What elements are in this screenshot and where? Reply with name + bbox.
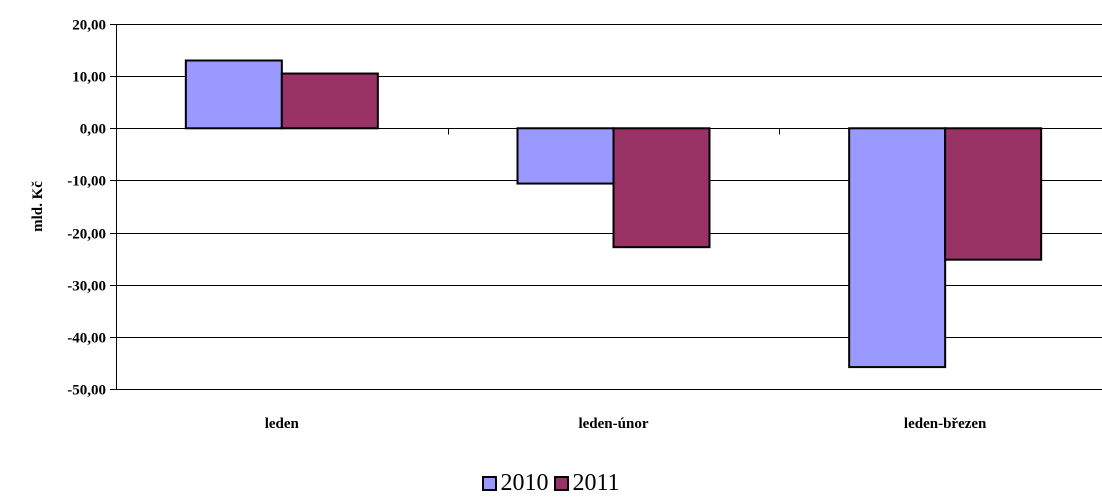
legend-label: 2011: [572, 470, 620, 496]
x-axis-ticks: [448, 128, 780, 135]
legend-swatch: [554, 475, 570, 491]
bar-2010-0: [184, 59, 283, 130]
bars: [184, 59, 1043, 369]
legend-item-2010: 2010: [482, 470, 548, 496]
category-label: leden-únor: [578, 416, 648, 432]
y-tick-label: 0,00: [80, 122, 106, 138]
bar-2010-1: [516, 127, 615, 185]
y-tick-label: 10,00: [72, 70, 106, 86]
y-tick-label: -50,00: [67, 383, 106, 399]
category-label: leden: [265, 416, 300, 432]
y-axis-ticks: [110, 24, 116, 390]
bar-2011-2: [944, 127, 1043, 261]
legend-swatch: [482, 475, 498, 491]
y-tick-label: -30,00: [67, 279, 106, 295]
legend-label: 2010: [500, 470, 549, 496]
y-tick-label: -10,00: [67, 174, 106, 190]
y-axis-labels: 20,00 10,00 0,00 -10,00 -20,00 -30,00 -40,00 -5…: [67, 18, 106, 399]
legend-item-2011: 2011: [554, 470, 620, 496]
y-axis-title: mld. Kč: [30, 181, 46, 232]
legend: 2010 2011: [0, 470, 1102, 496]
y-tick-label: -40,00: [67, 331, 106, 347]
bar-2010-2: [848, 127, 947, 369]
bar-chart: 20,00 10,00 0,00 -10,00 -20,00 -30,00 -40,00 -5…: [30, 18, 1102, 432]
category-label: leden-březen: [904, 416, 987, 432]
bar-2011-1: [612, 127, 711, 249]
y-tick-label: 20,00: [72, 18, 106, 34]
y-tick-label: -20,00: [67, 227, 106, 243]
category-labels: leden leden-únor leden-březen: [265, 416, 987, 432]
bar-2011-0: [280, 72, 379, 130]
